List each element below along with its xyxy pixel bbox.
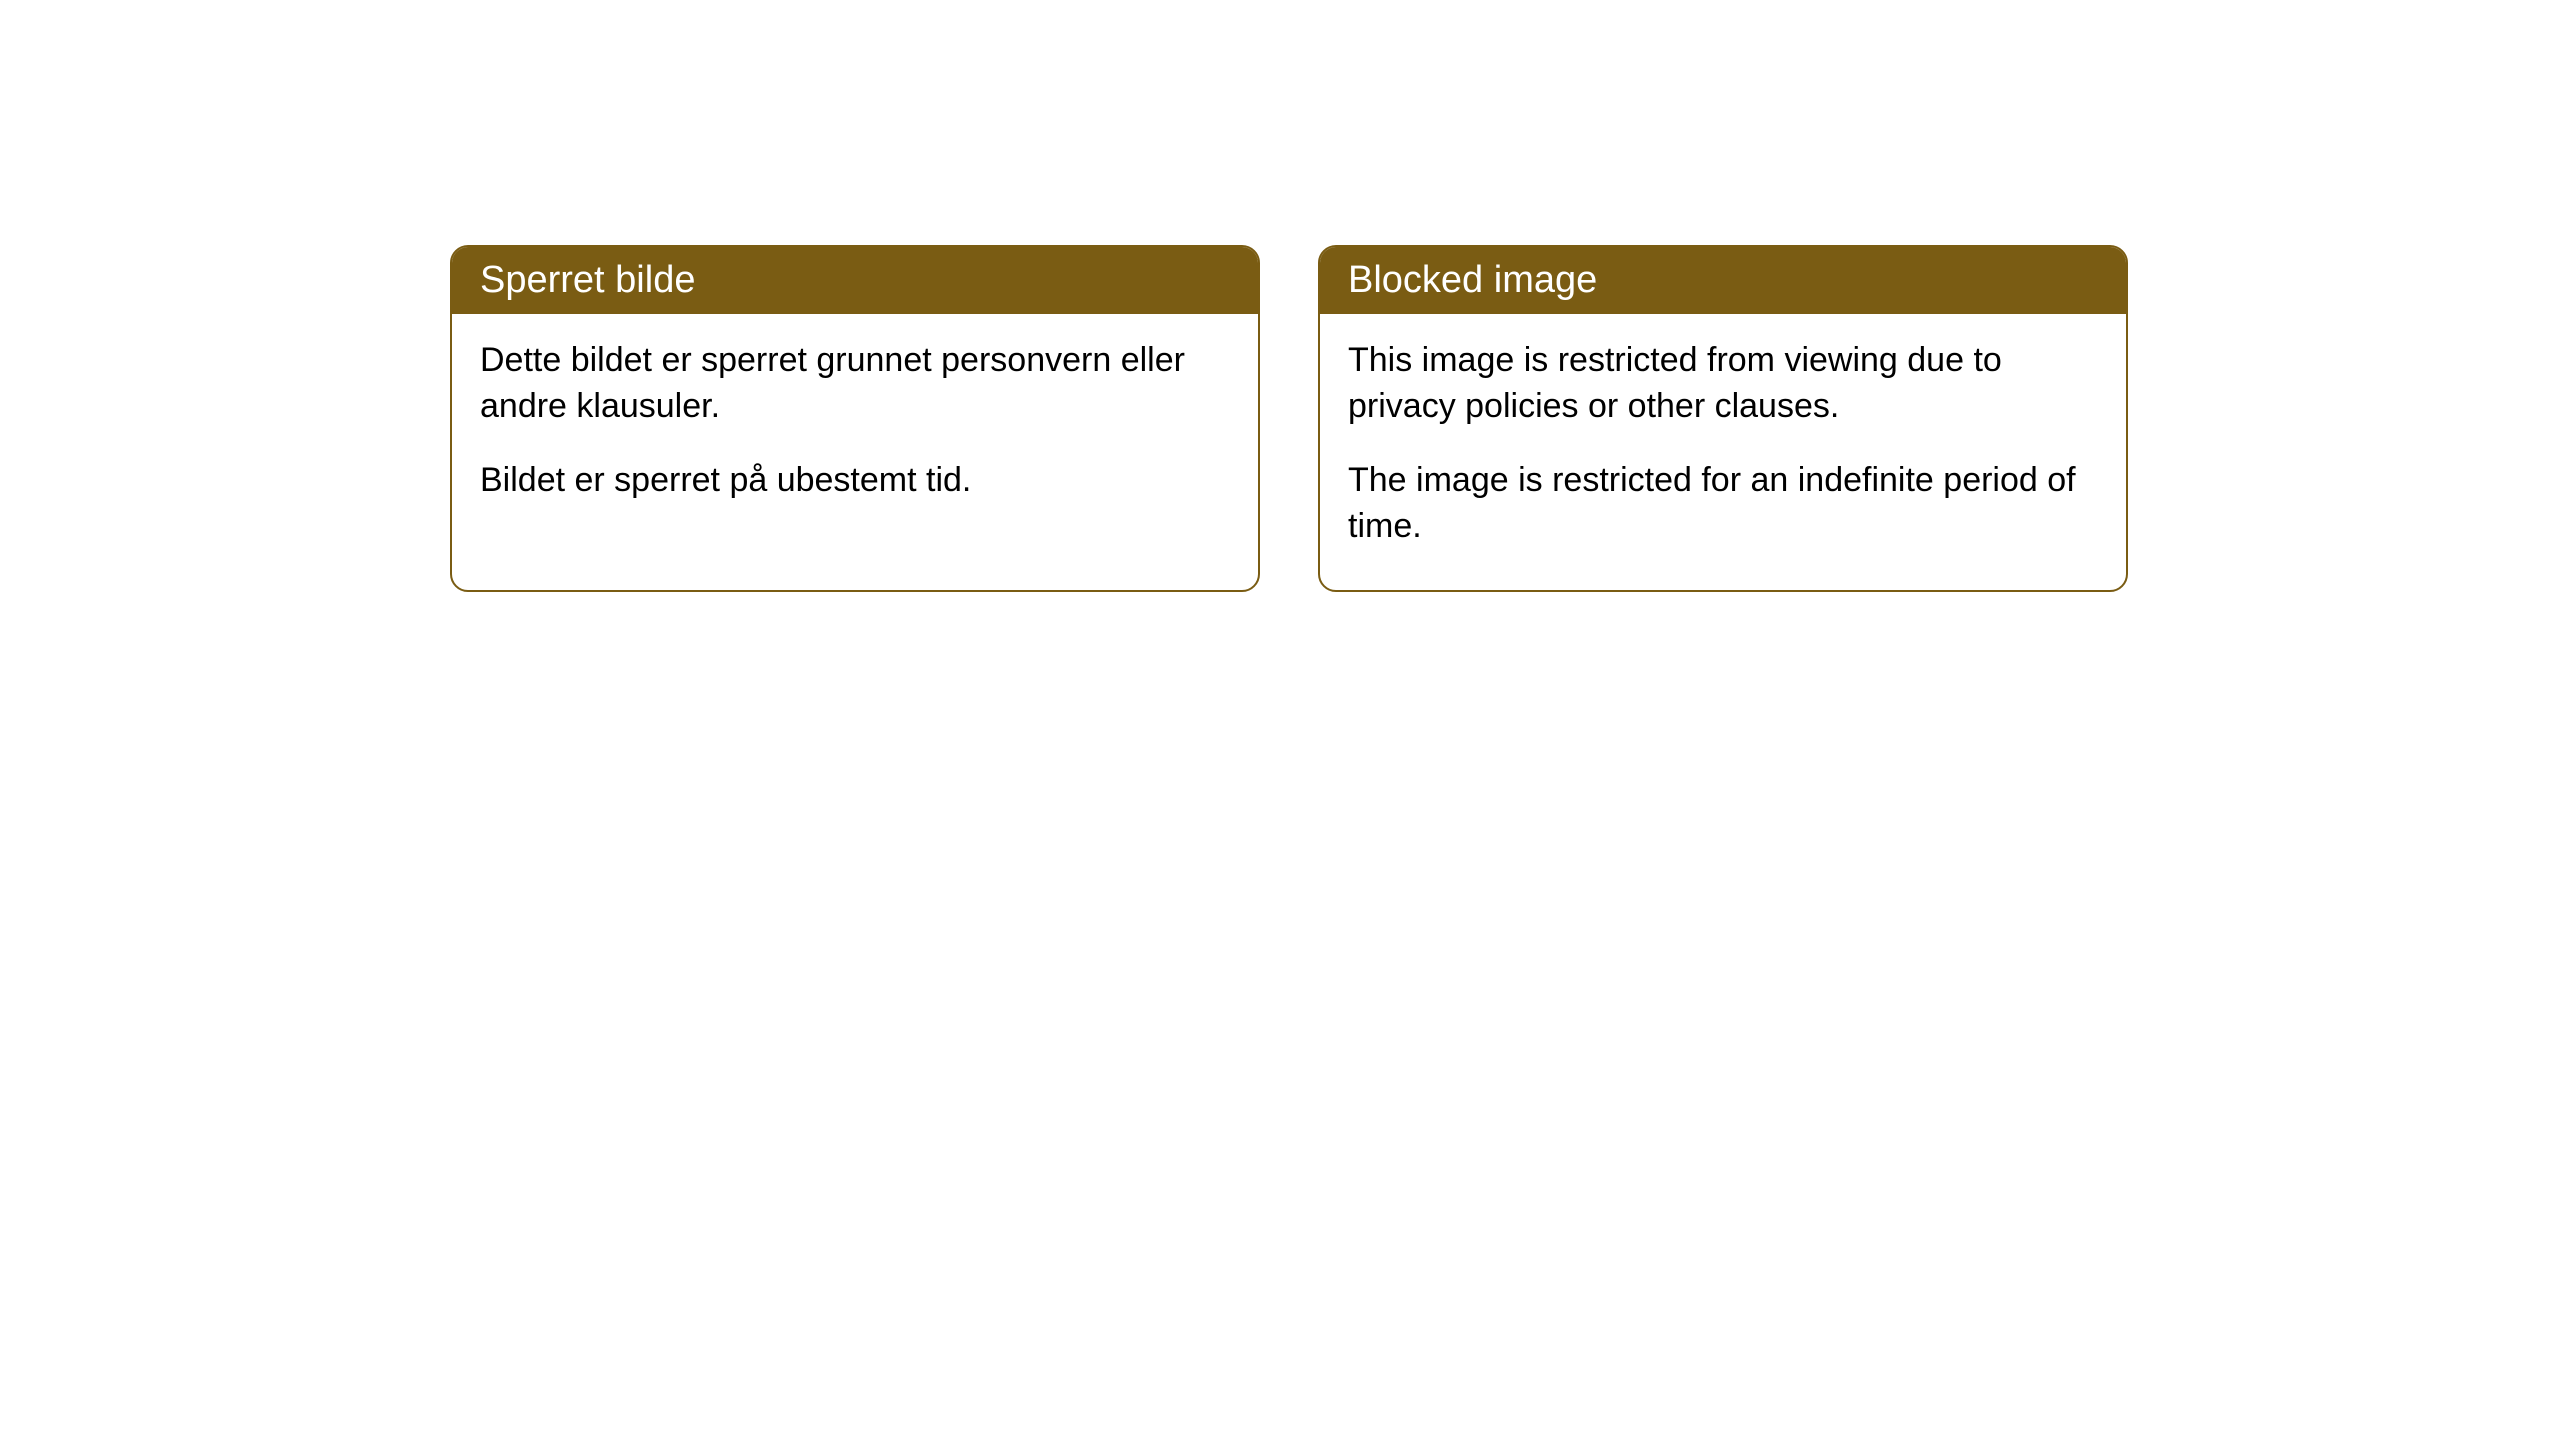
card-title-english: Blocked image: [1348, 259, 1597, 301]
card-norwegian: Sperret bilde Dette bildet er sperret gr…: [450, 245, 1260, 592]
card-paragraph-norwegian-2: Bildet er sperret på ubestemt tid.: [480, 458, 1230, 504]
card-body-english: This image is restricted from viewing du…: [1320, 314, 2126, 590]
card-english: Blocked image This image is restricted f…: [1318, 245, 2128, 592]
card-paragraph-english-1: This image is restricted from viewing du…: [1348, 338, 2098, 430]
card-title-norwegian: Sperret bilde: [480, 259, 695, 301]
cards-container: Sperret bilde Dette bildet er sperret gr…: [450, 245, 2560, 592]
card-paragraph-norwegian-1: Dette bildet er sperret grunnet personve…: [480, 338, 1230, 430]
card-paragraph-english-2: The image is restricted for an indefinit…: [1348, 458, 2098, 550]
card-header-english: Blocked image: [1320, 247, 2126, 314]
card-header-norwegian: Sperret bilde: [452, 247, 1258, 314]
card-body-norwegian: Dette bildet er sperret grunnet personve…: [452, 314, 1258, 544]
